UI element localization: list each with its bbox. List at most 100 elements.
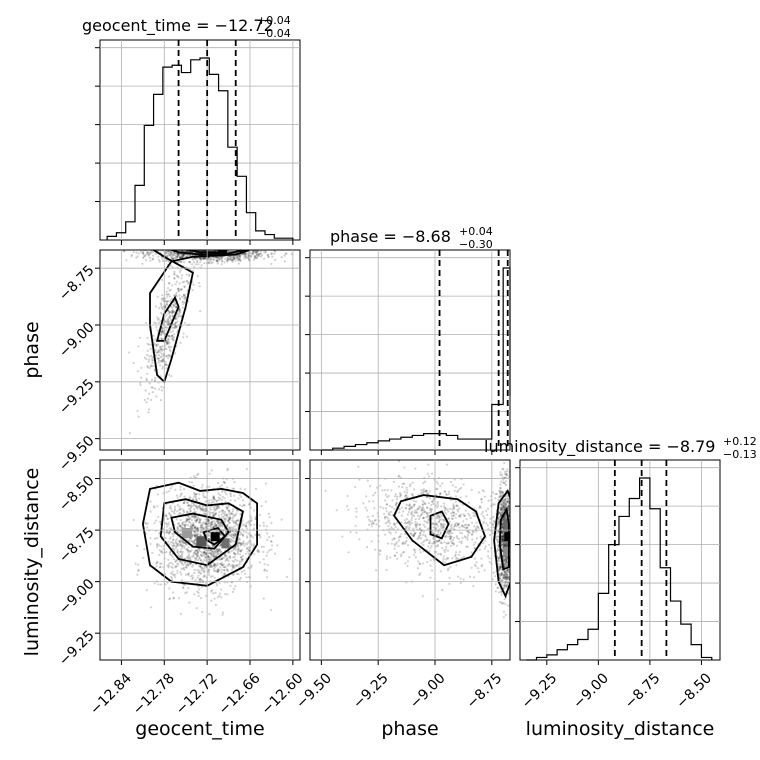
scatter-phase-luminosity-distance-point [436,502,439,505]
scatter-geocent-time-luminosity-distance-point [226,535,229,538]
scatter-geocent-time-luminosity-distance-point [158,520,162,523]
scatter-geocent-time-luminosity-distance-point [245,467,248,471]
scatter-geocent-time-luminosity-distance-point [200,585,203,589]
scatter-phase-luminosity-distance-point [420,508,423,511]
scatter-phase-luminosity-distance-point [511,526,513,528]
scatter-geocent-time-luminosity-distance-point [228,517,231,520]
scatter-geocent-time-phase-point [161,245,163,247]
scatter-geocent-time-luminosity-distance-point [218,544,222,548]
scatter-geocent-time-phase-point [225,259,228,262]
scatter-phase-luminosity-distance-point [465,545,468,548]
scatter-geocent-time-luminosity-distance-point [155,519,158,522]
scatter-geocent-time-phase-point [212,244,214,246]
scatter-geocent-time-luminosity-distance-point [178,511,181,515]
scatter-phase-luminosity-distance-point [431,500,434,503]
scatter-geocent-time-phase-point [165,255,168,258]
scatter-geocent-time-luminosity-distance-point [212,514,215,518]
scatter-phase-luminosity-distance-point [400,506,403,509]
scatter-geocent-time-luminosity-distance-point [158,549,161,552]
scatter-geocent-time-luminosity-distance-point [203,496,206,499]
scatter-geocent-time-phase-point [233,257,236,260]
scatter-geocent-time-luminosity-distance-point [204,525,207,528]
scatter-geocent-time-luminosity-distance-point [228,526,231,529]
scatter-phase-luminosity-distance-point [460,557,463,560]
scatter-geocent-time-phase-point [174,326,178,329]
scatter-geocent-time-luminosity-distance-point [270,540,273,543]
scatter-geocent-time-luminosity-distance-point [199,578,202,581]
scatter-geocent-time-luminosity-distance-point [164,515,167,518]
scatter-geocent-time-luminosity-distance-point [227,518,230,522]
scatter-geocent-time-luminosity-distance-point [196,554,199,557]
scatter-phase-luminosity-distance-point [358,538,361,541]
scatter-geocent-time-luminosity-distance-point [194,559,197,562]
scatter-phase-luminosity-distance-point [511,488,513,490]
scatter-geocent-time-luminosity-distance-point [246,521,249,524]
scatter-geocent-time-phase-point [204,241,206,243]
scatter-phase-luminosity-distance-point [406,564,409,568]
scatter-phase-luminosity-distance-point [468,531,471,534]
scatter-geocent-time-luminosity-distance-point [171,573,174,576]
scatter-geocent-time-luminosity-distance-point [176,572,179,575]
scatter-geocent-time-phase-point [239,247,241,249]
scatter-phase-luminosity-distance-point [415,511,418,514]
scatter-geocent-time-luminosity-distance-point [239,549,243,553]
scatter-phase-luminosity-distance-point [446,557,449,560]
scatter-geocent-time-phase-point [158,349,161,352]
scatter-geocent-time-luminosity-distance-point [223,569,226,572]
scatter-phase-luminosity-distance-point [355,531,358,534]
scatter-geocent-time-luminosity-distance-point [215,524,218,527]
scatter-geocent-time-luminosity-distance-point [181,552,184,555]
scatter-geocent-time-luminosity-distance-point [167,566,170,569]
scatter-geocent-time-phase-point [254,242,256,244]
scatter-geocent-time-luminosity-distance-point [232,552,236,555]
scatter-phase-luminosity-distance-point [418,523,421,526]
scatter-geocent-time-luminosity-distance-point [164,537,167,540]
scatter-phase-luminosity-distance-point [509,501,510,504]
scatter-phase-luminosity-distance-point [457,489,460,492]
scatter-geocent-time-phase-point [203,257,206,260]
scatter-geocent-time-phase-point [146,251,149,254]
scatter-geocent-time-phase-point [157,349,160,352]
scatter-geocent-time-luminosity-distance-point [219,544,222,547]
scatter-geocent-time-luminosity-distance-point [181,550,184,554]
scatter-geocent-time-luminosity-distance-point [204,522,207,526]
scatter-phase-luminosity-distance-point [466,536,469,539]
scatter-phase-luminosity-distance-point [383,512,386,515]
scatter-geocent-time-phase-point [238,258,241,261]
scatter-geocent-time-phase-point [166,341,169,344]
scatter-geocent-time-phase-point [168,310,171,313]
scatter-phase-luminosity-distance-point [441,547,444,550]
scatter-geocent-time-phase-point [249,247,251,249]
scatter-phase-luminosity-distance-point [441,514,444,518]
scatter-geocent-time-phase-point [160,337,163,340]
scatter-geocent-time-luminosity-distance-point [263,568,267,571]
scatter-phase-luminosity-distance-point [470,533,473,537]
scatter-geocent-time-luminosity-distance-point [210,469,213,472]
scatter-geocent-time-luminosity-distance-point [195,553,198,556]
scatter-phase-luminosity-distance-point [369,520,372,523]
scatter-geocent-time-phase-point [184,296,187,299]
scatter-phase-luminosity-distance-point [424,502,427,506]
scatter-geocent-time-luminosity-distance-point [209,524,212,528]
scatter-geocent-time-phase-point [180,245,182,247]
scatter-phase-luminosity-distance-point [512,553,514,555]
scatter-phase-luminosity-distance-point [452,536,456,539]
scatter-geocent-time-luminosity-distance-point [192,524,195,527]
scatter-geocent-time-luminosity-distance-point [169,530,172,533]
scatter-geocent-time-phase-point [208,244,210,246]
scatter-geocent-time-phase-point [201,244,203,246]
scatter-geocent-time-phase-point [244,255,247,258]
scatter-phase-luminosity-distance-point [411,495,415,498]
scatter-geocent-time-phase-point [218,256,221,259]
scatter-phase-luminosity-distance-point [426,527,429,530]
scatter-geocent-time-phase-point [187,250,190,251]
scatter-geocent-time-phase-point [191,263,194,266]
scatter-geocent-time-luminosity-distance-point [181,540,184,543]
scatter-geocent-time-luminosity-distance-point [201,579,204,582]
scatter-phase-luminosity-distance-point [443,561,446,565]
scatter-geocent-time-luminosity-distance-point [160,562,163,565]
scatter-phase-luminosity-distance-point [393,554,396,557]
scatter-geocent-time-phase-point [248,246,250,248]
scatter-phase-luminosity-distance-point [406,560,409,563]
scatter-geocent-time-luminosity-distance-point [186,511,189,514]
